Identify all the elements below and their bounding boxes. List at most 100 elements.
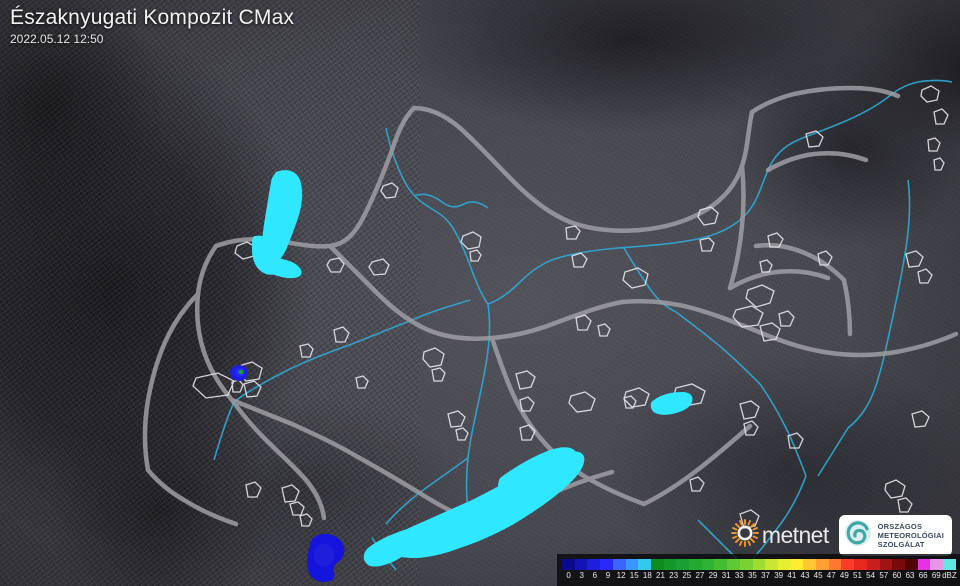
city-outline bbox=[515, 370, 536, 390]
legend-tick: 23 bbox=[669, 571, 679, 580]
city-outline bbox=[192, 372, 235, 399]
legend-swatch bbox=[739, 559, 753, 570]
river-east-branch bbox=[675, 311, 761, 385]
city-outline bbox=[689, 476, 705, 492]
city-outline bbox=[565, 225, 581, 240]
city-outline bbox=[431, 367, 446, 382]
timestamp-label: 2022.05.12 12:50 bbox=[10, 32, 104, 46]
border-road-east-down bbox=[841, 277, 853, 337]
omsz-line-2: METEOROLÓGIAI bbox=[877, 531, 944, 540]
border-road-south-diag bbox=[641, 423, 753, 507]
city-outline bbox=[739, 509, 760, 529]
echo-west-cell bbox=[230, 365, 248, 381]
city-outline bbox=[368, 258, 390, 276]
city-outline bbox=[920, 85, 940, 103]
legend-swatch bbox=[612, 559, 626, 570]
metnet-logo[interactable]: metnet bbox=[730, 519, 829, 552]
legend-swatch bbox=[892, 559, 905, 570]
legend-tick: 0 bbox=[566, 571, 571, 580]
city-outline bbox=[884, 479, 906, 499]
echo-south-cell-core bbox=[314, 543, 335, 567]
border-road-ne-high bbox=[765, 151, 869, 173]
river-northeast-upper bbox=[891, 79, 953, 95]
city-outline bbox=[355, 375, 369, 389]
city-outline bbox=[767, 232, 784, 248]
legend-tick: 47 bbox=[826, 571, 836, 580]
legend-tick: 51 bbox=[853, 571, 862, 580]
city-outline bbox=[447, 410, 466, 428]
legend-swatch bbox=[917, 559, 931, 570]
city-outline bbox=[243, 380, 262, 398]
omsz-line-1: ORSZÁGOS bbox=[877, 522, 923, 531]
logo-bar: metnet ORSZÁGOS METEOROLÓGIAI SZOLGÁLAT bbox=[730, 515, 952, 556]
river-upper-arc bbox=[413, 193, 489, 209]
legend-swatch bbox=[625, 559, 639, 570]
city-outline bbox=[299, 343, 314, 358]
legend-tick: 3 bbox=[579, 571, 584, 580]
city-outline bbox=[759, 322, 781, 342]
legend-tick: 54 bbox=[866, 571, 876, 580]
legend-swatch bbox=[587, 559, 601, 570]
city-outline bbox=[697, 206, 719, 226]
city-outline bbox=[739, 400, 760, 420]
legend-tick: 63 bbox=[905, 571, 915, 580]
legend-tick: 29 bbox=[708, 571, 718, 580]
city-outline bbox=[778, 310, 795, 327]
omsz-logo-text: ORSZÁGOS METEOROLÓGIAI SZOLGÁLAT bbox=[878, 522, 944, 549]
legend-swatch bbox=[866, 559, 880, 570]
river-west-tributary bbox=[233, 299, 471, 403]
legend-tick: 27 bbox=[695, 571, 705, 580]
city-outline bbox=[817, 250, 833, 266]
terrain-hillshade-texture-west bbox=[0, 0, 420, 586]
city-outline bbox=[805, 130, 824, 148]
omsz-logo[interactable]: ORSZÁGOS METEOROLÓGIAI SZOLGÁLAT bbox=[838, 515, 952, 556]
legend-tick: 25 bbox=[682, 571, 692, 580]
city-outline bbox=[897, 497, 913, 513]
legend-tick: 31 bbox=[721, 571, 731, 580]
legend-swatch bbox=[574, 559, 588, 570]
border-northwest bbox=[213, 105, 417, 249]
legend-tick: 21 bbox=[656, 571, 665, 580]
river-tributary-north bbox=[623, 247, 677, 313]
legend-tick: 35 bbox=[747, 571, 757, 580]
border-north-upper bbox=[411, 105, 755, 233]
legend-tick: 57 bbox=[879, 571, 889, 580]
border-road-north-down bbox=[727, 163, 746, 291]
legend-swatch bbox=[943, 559, 956, 570]
city-outline bbox=[568, 391, 596, 413]
city-outline bbox=[911, 410, 930, 428]
title-block: Északnyugati Kompozit CMax 2022.05.12 12… bbox=[10, 6, 294, 46]
border-road-west-diag bbox=[229, 397, 489, 529]
echo-southeast-west-lobe bbox=[363, 529, 418, 567]
city-outline bbox=[732, 305, 764, 328]
city-outline bbox=[699, 237, 715, 252]
spiral-icon bbox=[844, 519, 872, 552]
legend-color-bar bbox=[562, 559, 956, 570]
city-outline-layer bbox=[192, 85, 949, 529]
legend-tick: 9 bbox=[605, 571, 611, 580]
city-outline bbox=[623, 395, 637, 409]
legend-swatch bbox=[790, 559, 804, 570]
legend-swatch bbox=[752, 559, 766, 570]
echo-central-patch bbox=[650, 392, 693, 415]
legend-tick: 49 bbox=[839, 571, 849, 580]
city-outline bbox=[289, 501, 305, 516]
legend-tick-labels: 0 3 6 9 12 15 18 21 23 25 27 29 31 33 35 37 39 41 43 45 47 49… bbox=[562, 571, 956, 584]
legend-tick: 37 bbox=[761, 571, 771, 580]
legend-swatch bbox=[689, 559, 702, 570]
river-south-tributary bbox=[385, 457, 469, 525]
city-outline bbox=[281, 484, 300, 503]
echo-northwest-foot bbox=[258, 257, 302, 279]
city-outline bbox=[333, 326, 350, 343]
city-outline bbox=[326, 257, 345, 273]
legend-tick: 33 bbox=[734, 571, 744, 580]
legend-swatch bbox=[638, 559, 651, 570]
metnet-logo-text: metnet bbox=[761, 522, 829, 548]
legend-swatch bbox=[650, 559, 664, 570]
city-outline bbox=[905, 250, 924, 268]
city-outline bbox=[917, 268, 933, 284]
border-ne-top bbox=[749, 85, 901, 115]
legend-swatch bbox=[714, 559, 728, 570]
